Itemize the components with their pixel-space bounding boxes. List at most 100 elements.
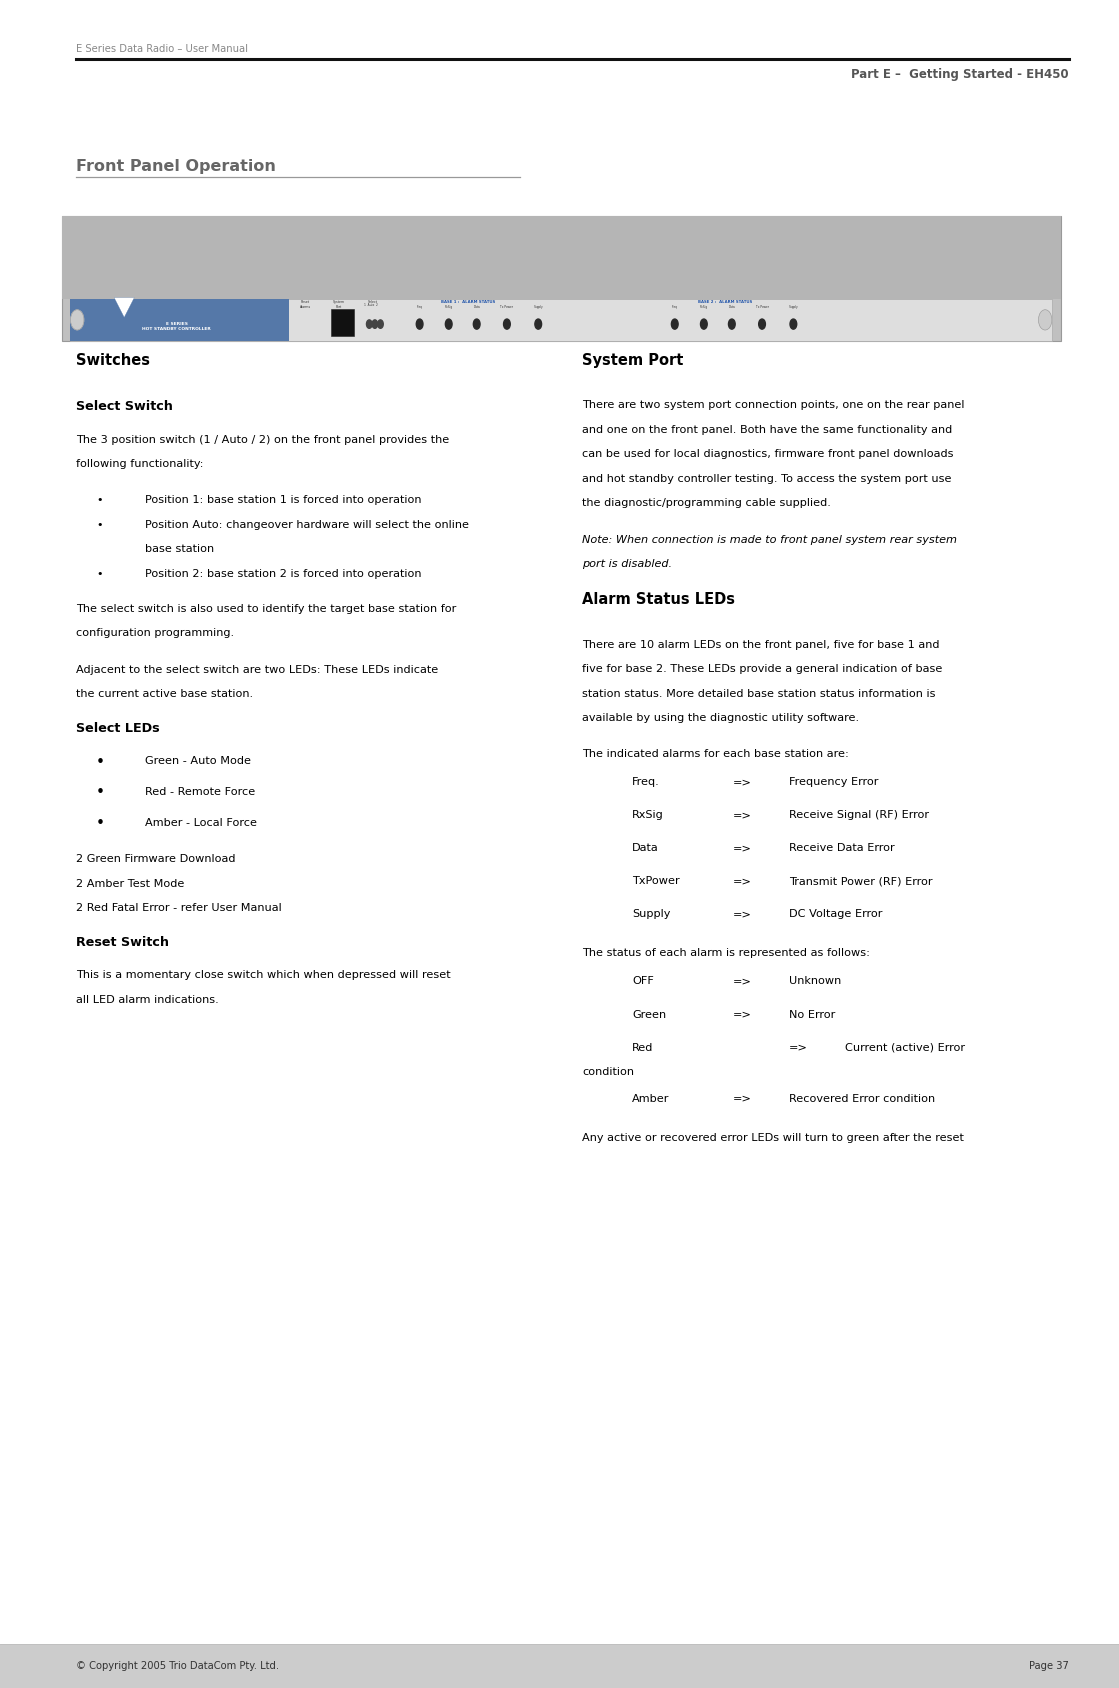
- Text: E SERIES
HOT STANDBY CONTROLLER: E SERIES HOT STANDBY CONTROLLER: [142, 322, 211, 331]
- Text: Data: Data: [632, 844, 659, 854]
- Text: Select: Select: [368, 300, 377, 304]
- Text: RxSig: RxSig: [699, 306, 708, 309]
- Text: condition: condition: [582, 1067, 633, 1077]
- Text: •: •: [96, 495, 103, 505]
- Text: Reset
Alarms: Reset Alarms: [300, 300, 311, 309]
- Text: 2 Green Firmware Download: 2 Green Firmware Download: [76, 854, 236, 864]
- Text: Transmit Power (RF) Error: Transmit Power (RF) Error: [789, 876, 932, 886]
- Text: following functionality:: following functionality:: [76, 459, 204, 469]
- Circle shape: [372, 319, 378, 327]
- Text: RxSig: RxSig: [444, 306, 453, 309]
- Text: BASE 1 :  ALARM STATUS: BASE 1 : ALARM STATUS: [441, 300, 495, 304]
- Text: This is a momentary close switch which when depressed will reset: This is a momentary close switch which w…: [76, 971, 451, 981]
- Text: Position Auto: changeover hardware will select the online: Position Auto: changeover hardware will …: [145, 520, 470, 530]
- Text: Note: When connection is made to front panel system rear system: Note: When connection is made to front p…: [582, 535, 957, 545]
- Text: BASE 2 :  ALARM STATUS: BASE 2 : ALARM STATUS: [698, 300, 752, 304]
- Text: •: •: [96, 755, 105, 770]
- Text: can be used for local diagnostics, firmware front panel downloads: can be used for local diagnostics, firmw…: [582, 449, 953, 459]
- Circle shape: [535, 319, 542, 329]
- Text: Adjacent to the select switch are two LEDs: These LEDs indicate: Adjacent to the select switch are two LE…: [76, 665, 439, 675]
- Text: © Copyright 2005 Trio DataCom Pty. Ltd.: © Copyright 2005 Trio DataCom Pty. Ltd.: [76, 1661, 280, 1671]
- Text: Any active or recovered error LEDs will turn to green after the reset: Any active or recovered error LEDs will …: [582, 1133, 963, 1143]
- Text: all LED alarm indications.: all LED alarm indications.: [76, 994, 219, 1004]
- Text: Supply: Supply: [534, 306, 543, 309]
- Text: OFF: OFF: [632, 976, 655, 986]
- Text: TxPower: TxPower: [632, 876, 680, 886]
- Text: =>: =>: [733, 1094, 752, 1104]
- Text: Recovered Error condition: Recovered Error condition: [789, 1094, 935, 1104]
- Text: five for base 2. These LEDs provide a general indication of base: five for base 2. These LEDs provide a ge…: [582, 663, 942, 674]
- Text: Supply: Supply: [632, 910, 670, 920]
- Text: Receive Data Error: Receive Data Error: [789, 844, 894, 854]
- Text: Switches: Switches: [76, 353, 150, 368]
- Text: and hot standby controller testing. To access the system port use: and hot standby controller testing. To a…: [582, 474, 951, 484]
- Text: Freq.: Freq.: [632, 776, 660, 787]
- Text: port is disabled.: port is disabled.: [582, 559, 673, 569]
- Text: =>: =>: [789, 1043, 808, 1053]
- Text: •: •: [96, 569, 103, 579]
- Text: Data: Data: [728, 306, 735, 309]
- Text: Tx Power: Tx Power: [500, 306, 514, 309]
- Circle shape: [367, 319, 373, 327]
- Text: the current active base station.: the current active base station.: [76, 689, 253, 699]
- Text: Frequency Error: Frequency Error: [789, 776, 878, 787]
- Circle shape: [70, 311, 84, 329]
- Circle shape: [1038, 311, 1052, 329]
- Text: Page 37: Page 37: [1028, 1661, 1069, 1671]
- Bar: [70, 299, 289, 341]
- Text: Reset Switch: Reset Switch: [76, 935, 169, 949]
- Text: Amber: Amber: [632, 1094, 669, 1104]
- Text: There are 10 alarm LEDs on the front panel, five for base 1 and: There are 10 alarm LEDs on the front pan…: [582, 640, 939, 650]
- Text: System
Port: System Port: [333, 300, 345, 309]
- Text: Tx Power: Tx Power: [755, 306, 769, 309]
- Text: =>: =>: [733, 1009, 752, 1020]
- Text: Current (active) Error: Current (active) Error: [845, 1043, 965, 1053]
- Text: The status of each alarm is represented as follows:: The status of each alarm is represented …: [582, 949, 869, 959]
- Text: Part E –  Getting Started - EH450: Part E – Getting Started - EH450: [852, 68, 1069, 81]
- Text: Position 2: base station 2 is forced into operation: Position 2: base station 2 is forced int…: [145, 569, 422, 579]
- Text: =>: =>: [733, 810, 752, 820]
- Text: Freq: Freq: [416, 306, 423, 309]
- Text: configuration programming.: configuration programming.: [76, 628, 234, 638]
- Text: available by using the diagnostic utility software.: available by using the diagnostic utilit…: [582, 712, 859, 722]
- Text: and one on the front panel. Both have the same functionality and: and one on the front panel. Both have th…: [582, 425, 952, 436]
- Text: •: •: [96, 520, 103, 530]
- Circle shape: [790, 319, 797, 329]
- Text: base station: base station: [145, 544, 215, 554]
- Text: Position 1: base station 1 is forced into operation: Position 1: base station 1 is forced int…: [145, 495, 422, 505]
- Text: Red - Remote Force: Red - Remote Force: [145, 787, 256, 797]
- Circle shape: [378, 319, 383, 327]
- Bar: [0, 1644, 1119, 1688]
- Text: System Port: System Port: [582, 353, 684, 368]
- Polygon shape: [114, 297, 134, 317]
- Circle shape: [504, 319, 510, 329]
- Text: =>: =>: [733, 876, 752, 886]
- Text: Green: Green: [632, 1009, 666, 1020]
- Bar: [331, 309, 354, 336]
- Text: Amber - Local Force: Amber - Local Force: [145, 817, 257, 827]
- Text: Freq: Freq: [671, 306, 678, 309]
- FancyBboxPatch shape: [62, 216, 1061, 341]
- Text: =>: =>: [733, 776, 752, 787]
- Text: 2 Red Fatal Error - refer User Manual: 2 Red Fatal Error - refer User Manual: [76, 903, 282, 913]
- Text: The select switch is also used to identify the target base station for: The select switch is also used to identi…: [76, 604, 457, 614]
- Text: the diagnostic/programming cable supplied.: the diagnostic/programming cable supplie…: [582, 498, 830, 508]
- Circle shape: [445, 319, 452, 329]
- Text: =>: =>: [733, 844, 752, 854]
- Text: Data: Data: [473, 306, 480, 309]
- Text: DC Voltage Error: DC Voltage Error: [789, 910, 882, 920]
- Text: The indicated alarms for each base station are:: The indicated alarms for each base stati…: [582, 749, 848, 760]
- Text: Select LEDs: Select LEDs: [76, 722, 160, 734]
- Text: There are two system port connection points, one on the rear panel: There are two system port connection poi…: [582, 400, 965, 410]
- Text: RxSig: RxSig: [632, 810, 664, 820]
- Circle shape: [700, 319, 707, 329]
- Circle shape: [416, 319, 423, 329]
- Text: Front Panel Operation: Front Panel Operation: [76, 159, 276, 174]
- Bar: [62, 216, 1061, 299]
- Text: station status. More detailed base station status information is: station status. More detailed base stati…: [582, 689, 935, 699]
- Text: The 3 position switch (1 / Auto / 2) on the front panel provides the: The 3 position switch (1 / Auto / 2) on …: [76, 434, 450, 444]
- Text: Receive Signal (RF) Error: Receive Signal (RF) Error: [789, 810, 929, 820]
- Text: E Series Data Radio – User Manual: E Series Data Radio – User Manual: [76, 44, 248, 54]
- Text: 2 Amber Test Mode: 2 Amber Test Mode: [76, 878, 185, 888]
- Text: =>: =>: [733, 910, 752, 920]
